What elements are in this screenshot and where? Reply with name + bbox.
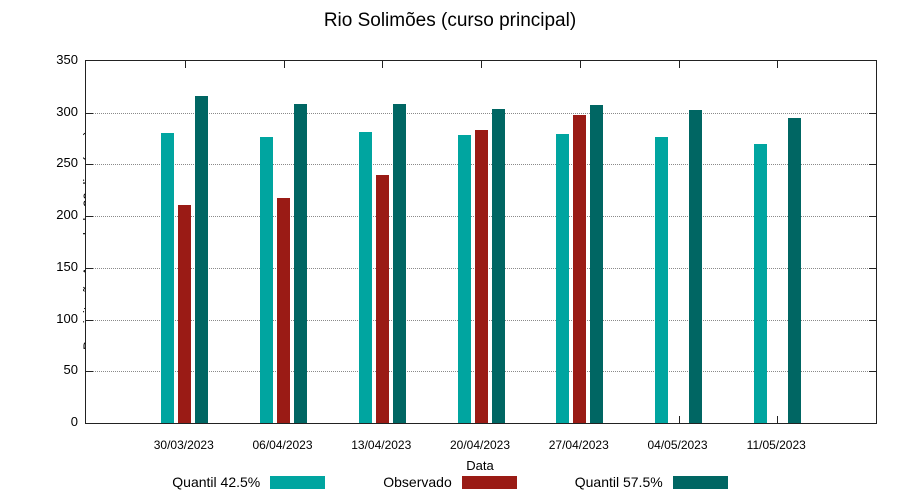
x-tick-mark: [678, 416, 680, 423]
plot-area: [85, 60, 877, 424]
y-tick-mark: [86, 112, 93, 114]
bar: [573, 114, 587, 423]
bar: [787, 117, 801, 423]
bar: [556, 134, 570, 423]
legend: Quantil 42.5% Observado Quantil 57.5%: [0, 474, 900, 490]
bar: [375, 174, 389, 423]
y-tick-mark: [86, 319, 93, 321]
y-tick-label: 50: [63, 362, 78, 378]
bar: [457, 135, 471, 423]
legend-label: Observado: [383, 474, 452, 490]
bar: [358, 132, 372, 423]
x-tick-mark: [678, 61, 680, 68]
y-tick-mark: [86, 216, 93, 218]
bar: [260, 136, 273, 423]
y-tick-mark: [86, 267, 93, 269]
legend-label: Quantil 57.5%: [574, 474, 663, 490]
legend-item: Quantil 57.5%: [575, 474, 728, 490]
bar: [195, 96, 209, 423]
y-tick-label: 100: [56, 310, 78, 326]
x-tick-mark: [579, 61, 581, 68]
y-tick-label: 0: [70, 414, 78, 429]
x-tick-mark: [481, 61, 482, 68]
y-tick-label: 250: [56, 155, 78, 171]
legend-swatch: [270, 475, 326, 489]
x-tick-label: 20/04/2023: [449, 438, 511, 452]
x-tick-mark: [382, 61, 384, 68]
y-tick-label: 200: [56, 207, 78, 223]
y-tick-mark: [869, 371, 876, 373]
bar: [161, 133, 175, 423]
x-axis-title: Data: [466, 458, 494, 473]
x-tick-mark: [184, 61, 186, 68]
x-tick-label: 30/03/2023: [153, 438, 214, 452]
bar: [491, 108, 505, 423]
legend-label: Quantil 42.5%: [172, 474, 261, 490]
x-tick-label: 04/05/2023: [647, 438, 708, 452]
bar: [753, 143, 767, 423]
x-tick-label: 27/04/2023: [548, 438, 609, 452]
x-tick-mark: [777, 416, 779, 423]
x-tick-mark: [283, 61, 285, 68]
bar: [689, 109, 702, 423]
legend-item: Observado: [383, 474, 517, 490]
legend-swatch: [461, 475, 517, 489]
bar: [590, 105, 604, 423]
bar: [474, 130, 488, 423]
bar: [178, 204, 192, 423]
y-tick-mark: [86, 164, 93, 166]
chart-title: Rio Solimões (curso principal): [323, 10, 577, 31]
legend-swatch: [672, 475, 728, 489]
y-tick-mark: [869, 164, 876, 166]
legend-item: Quantil 42.5%: [172, 474, 326, 490]
bar: [277, 197, 290, 423]
y-tick-label: 300: [56, 103, 78, 119]
y-tick-label: 150: [56, 258, 78, 274]
y-tick-mark: [869, 267, 876, 269]
bar: [655, 136, 668, 423]
y-tick-mark: [869, 319, 876, 321]
x-tick-label: 13/04/2023: [351, 438, 412, 452]
x-tick-label: 11/05/2023: [746, 438, 806, 452]
gridline: [86, 112, 876, 114]
y-tick-mark: [86, 371, 93, 373]
y-tick-mark: [869, 112, 876, 114]
bar: [294, 104, 307, 423]
x-tick-label: 06/04/2023: [252, 438, 313, 452]
x-tick-mark: [777, 61, 779, 68]
y-tick-mark: [869, 216, 876, 218]
y-tick-label: 350: [56, 52, 78, 67]
bar: [392, 104, 406, 423]
